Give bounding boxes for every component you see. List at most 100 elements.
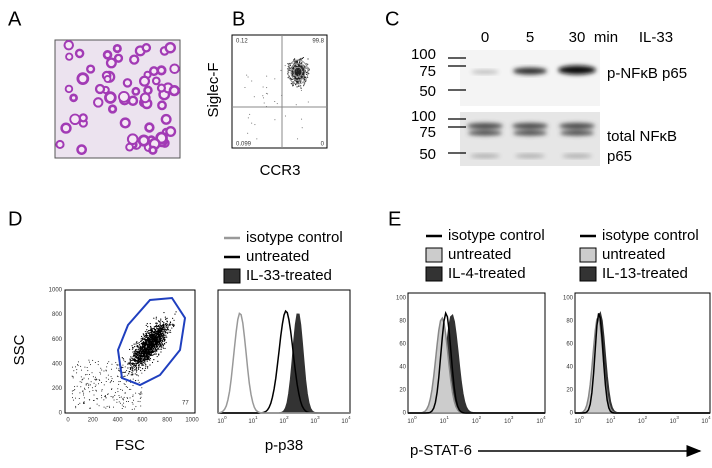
event-dot <box>119 396 121 398</box>
event-dot <box>253 96 255 98</box>
event-dot <box>71 393 73 395</box>
event-dot <box>295 77 297 79</box>
event-dot <box>147 366 149 368</box>
event-dot <box>135 369 137 371</box>
cell <box>118 90 130 103</box>
x-tick-label: 102 <box>638 415 648 424</box>
event-dot <box>77 364 79 366</box>
event-dot <box>163 336 166 339</box>
event-dot <box>151 346 154 348</box>
event-dot <box>107 374 109 376</box>
x-tick-label: 0 <box>66 418 70 424</box>
event-dot <box>99 371 101 373</box>
event-dot <box>155 353 157 355</box>
event-dot <box>148 337 150 340</box>
event-dot <box>147 356 150 358</box>
event-dot <box>162 334 164 337</box>
event-dot <box>90 381 92 383</box>
marker-label: 100 <box>411 108 436 125</box>
event-dot <box>157 345 159 348</box>
event-dot <box>146 356 149 358</box>
event-dot <box>162 330 164 333</box>
axis-label: p-p38 <box>265 437 303 454</box>
event-dot <box>161 334 163 337</box>
marker-label: 100 <box>411 46 436 63</box>
event-dot <box>145 354 147 357</box>
event-dot <box>299 64 301 66</box>
blot <box>460 50 600 106</box>
event-dot <box>145 348 147 351</box>
event-dot <box>149 332 151 334</box>
event-dot <box>300 89 302 91</box>
event-dot <box>294 69 296 71</box>
event-dot <box>126 401 128 403</box>
event-dot <box>147 326 149 328</box>
event-dot <box>130 388 132 390</box>
event-dot <box>128 388 130 390</box>
event-dot <box>134 351 137 353</box>
event-dot <box>140 392 142 394</box>
event-dot <box>294 71 296 73</box>
event-dot <box>103 370 105 372</box>
event-dot <box>152 342 154 344</box>
event-dot <box>159 334 161 336</box>
event-dot <box>129 368 132 370</box>
x-tick-label: 600 <box>137 418 148 424</box>
event-dot <box>142 356 144 358</box>
cell <box>148 145 158 155</box>
x-tick-label: 101 <box>606 415 616 424</box>
x-tick-label: 104 <box>536 415 546 424</box>
event-dot <box>90 364 92 366</box>
event-dot <box>127 362 129 364</box>
event-dot <box>141 338 143 340</box>
event-dot <box>132 367 134 369</box>
lane-label: 5 <box>526 29 534 46</box>
event-dot <box>155 318 157 320</box>
event-dot <box>136 369 138 371</box>
event-dot <box>160 324 162 327</box>
event-dot <box>134 367 136 369</box>
event-dot <box>110 368 112 370</box>
event-dot <box>155 322 157 324</box>
event-dot <box>93 400 95 402</box>
event-dot <box>298 85 300 87</box>
cell <box>156 83 167 93</box>
event-dot <box>140 391 142 393</box>
event-dot <box>114 392 116 394</box>
event-dot <box>100 373 102 375</box>
cell <box>164 41 176 54</box>
band <box>559 123 595 129</box>
event-dot <box>104 395 106 397</box>
event-dot <box>254 124 256 126</box>
event-dot <box>106 366 108 368</box>
event-dot <box>153 343 155 345</box>
event-dot <box>162 345 164 347</box>
cell <box>129 54 140 65</box>
legend-label: IL-4-treated <box>448 265 526 282</box>
event-dot <box>136 374 138 376</box>
event-dot <box>299 72 301 74</box>
event-dot <box>141 358 143 360</box>
event-dot <box>146 352 149 354</box>
cell <box>169 63 180 74</box>
event-dot <box>294 72 297 74</box>
y-tick-label: 0 <box>403 411 407 417</box>
event-dot <box>302 56 305 59</box>
cell <box>74 48 85 59</box>
event-dot <box>144 330 146 333</box>
event-dot <box>152 346 155 348</box>
event-dot <box>166 328 168 330</box>
event-dot <box>126 374 128 376</box>
event-dot <box>158 346 161 348</box>
event-dot <box>143 342 146 344</box>
event-dot <box>141 351 143 353</box>
y-tick-label: 800 <box>52 312 63 318</box>
event-dot <box>300 65 302 67</box>
event-dot <box>145 351 147 353</box>
event-dot <box>150 327 152 330</box>
event-dot <box>293 66 295 68</box>
event-dot <box>110 396 112 398</box>
event-dot <box>97 383 99 385</box>
event-dot <box>144 355 146 357</box>
event-dot <box>117 391 119 393</box>
